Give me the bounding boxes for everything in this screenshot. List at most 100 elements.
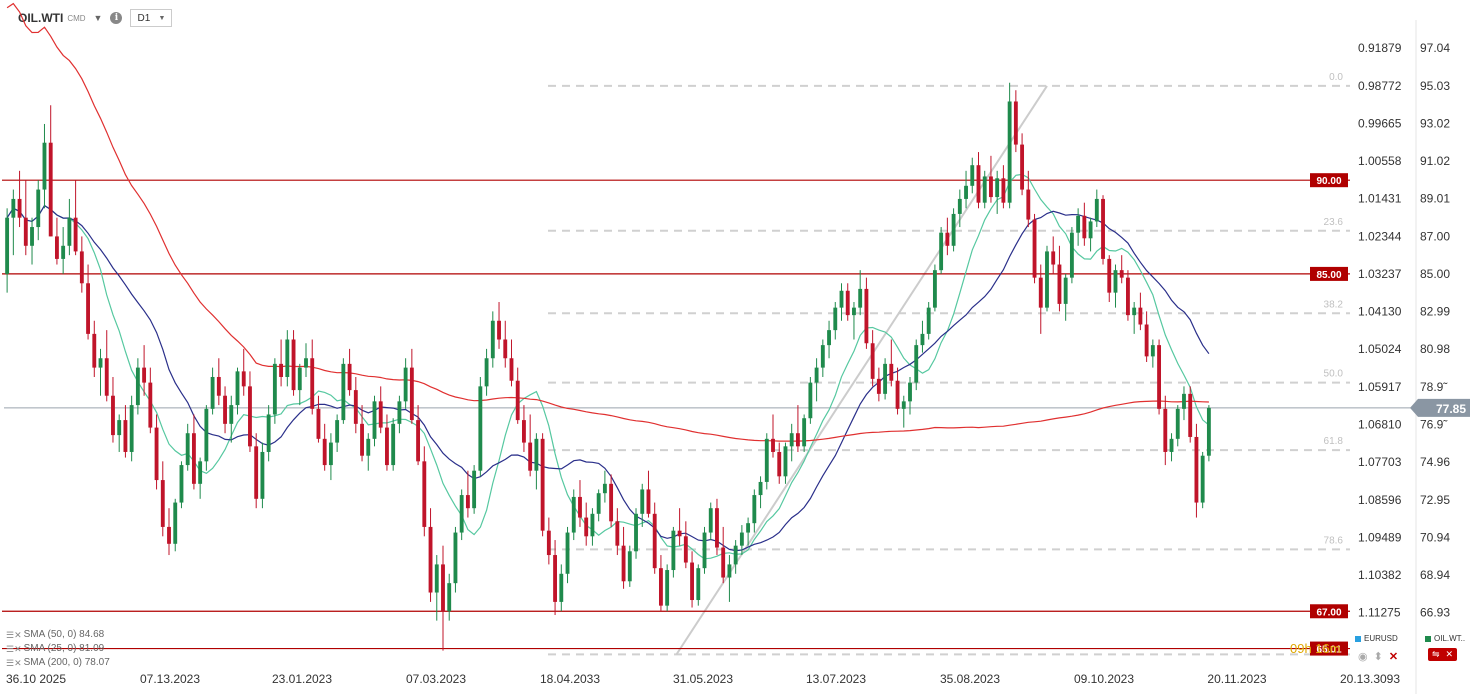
- candle-body: [982, 176, 987, 203]
- candle-body: [1150, 345, 1155, 357]
- legend-sma-200[interactable]: ☰✕ SMA (200, 0) 78.07: [6, 656, 110, 670]
- candle-body: [1144, 324, 1149, 357]
- mini-toolbar[interactable]: ⇋ ✕: [1428, 648, 1458, 661]
- candle-body: [5, 217, 10, 274]
- candle-body: [783, 446, 788, 477]
- secondary-y-tick-label: 1.07703: [1358, 455, 1402, 469]
- candle-timer: 09h 16m: [1290, 641, 1341, 656]
- timeframe-select[interactable]: D1 ▼: [130, 9, 173, 27]
- secondary-y-tick-label: 1.10382: [1358, 568, 1402, 582]
- sort-icon[interactable]: ⬍: [1373, 651, 1383, 663]
- compare-label: OIL.WT..: [1434, 634, 1466, 643]
- candle-body: [1188, 393, 1193, 437]
- candle-body: [939, 232, 944, 271]
- candle-body: [353, 390, 358, 424]
- candle-body: [945, 232, 950, 246]
- settings-icon[interactable]: ☰✕: [6, 630, 22, 640]
- candle-body: [403, 367, 408, 402]
- candle-body: [864, 288, 869, 344]
- candle-body: [503, 339, 508, 359]
- candle-body: [391, 423, 396, 466]
- candle-body: [266, 414, 271, 452]
- y-tick-label: 80.98: [1420, 342, 1450, 356]
- x-tick-label: 31.05.2023: [673, 672, 733, 686]
- candle-body: [602, 483, 607, 494]
- y-tick-label: 70.94: [1420, 530, 1450, 544]
- level-tag-label: 85.00: [1316, 270, 1341, 281]
- candle-body: [509, 358, 514, 381]
- candle-body: [1045, 251, 1049, 308]
- candle-body: [1126, 277, 1130, 316]
- x-tick-label: 20.11.2023: [1207, 672, 1266, 686]
- candle-body: [465, 495, 470, 509]
- fib-level-label: 38.2: [1324, 299, 1344, 310]
- secondary-y-tick-label: 1.02344: [1358, 229, 1402, 243]
- compare-eurusd[interactable]: EURUSD: [1355, 634, 1398, 643]
- candle-body: [160, 480, 165, 527]
- candle-body: [690, 562, 694, 601]
- candle-body: [920, 333, 925, 346]
- candle-body: [665, 570, 670, 606]
- sma-mid-line: [6, 204, 1210, 552]
- candle-body: [204, 408, 209, 462]
- candle-body: [254, 446, 259, 499]
- timeframe-value: D1: [137, 12, 151, 24]
- current-price-label: 77.85: [1436, 402, 1466, 416]
- candle-body: [1038, 277, 1043, 308]
- fib-level-label: 23.6: [1324, 217, 1344, 228]
- candle-body: [441, 564, 445, 612]
- legend-sma-50[interactable]: ☰✕ SMA (50, 0) 84.68: [6, 628, 110, 642]
- close-icon[interactable]: ✕: [1445, 649, 1454, 659]
- candle-body: [154, 427, 159, 481]
- legend-sma-25[interactable]: ☰✕ SMA (25, 0) 81.09: [6, 642, 110, 656]
- secondary-y-tick-label: 0.91879: [1358, 41, 1402, 55]
- settings-icon[interactable]: ☰✕: [6, 644, 22, 654]
- y-tick-label: 66.93: [1420, 606, 1450, 620]
- candle-body: [104, 358, 109, 396]
- secondary-y-tick-label: 1.06810: [1358, 417, 1402, 431]
- symbol-label[interactable]: OIL.WTI: [18, 11, 64, 25]
- candle-body: [1026, 189, 1031, 220]
- legend-label: SMA (25, 0) 81.09: [23, 643, 105, 654]
- candle-body: [932, 270, 937, 308]
- candle-body: [279, 363, 284, 377]
- candle-body: [179, 465, 184, 503]
- candle-body: [609, 483, 614, 522]
- candle-body: [559, 573, 564, 602]
- level-tag-label: 90.00: [1316, 176, 1341, 187]
- candle-body: [1194, 436, 1199, 503]
- candle-body: [142, 367, 147, 383]
- settings-icon[interactable]: ☰✕: [6, 658, 22, 668]
- candle-body: [895, 380, 900, 409]
- candle-body: [416, 420, 421, 462]
- candle-body: [210, 376, 215, 409]
- candle-body: [771, 438, 775, 452]
- candle-body: [347, 363, 352, 391]
- secondary-y-tick-label: 1.05917: [1358, 380, 1402, 394]
- close-icon[interactable]: ✕: [1388, 651, 1399, 663]
- chart-controls: ◉ ⬍ ✕: [1358, 650, 1398, 663]
- tools-icon[interactable]: ⇋: [1432, 649, 1440, 659]
- candle-body: [976, 165, 981, 203]
- candle-body: [241, 371, 246, 387]
- visibility-icon[interactable]: ◉: [1358, 651, 1368, 663]
- y-tick-label: 76.9̃: [1420, 417, 1448, 431]
- candle-body: [67, 217, 72, 246]
- secondary-y-tick-label: 1.08596: [1358, 493, 1402, 507]
- candle-body: [1063, 277, 1068, 304]
- legend-label: SMA (50, 0) 84.68: [23, 629, 105, 640]
- candle-body: [1182, 393, 1186, 409]
- candle-body: [1076, 215, 1081, 233]
- compare-oil[interactable]: OIL.WT..: [1425, 634, 1465, 643]
- level-tag-label: 67.00: [1316, 607, 1341, 618]
- candle-body: [297, 367, 302, 391]
- secondary-y-tick-label: 1.03237: [1358, 267, 1402, 281]
- candle-body: [1101, 198, 1105, 259]
- candle-body: [876, 378, 881, 394]
- info-icon[interactable]: i: [110, 12, 123, 24]
- x-tick-label: 23.01.2023: [272, 672, 332, 686]
- candle-body: [216, 376, 221, 396]
- candle-body: [615, 521, 620, 546]
- chevron-down-icon[interactable]: ▼: [93, 13, 103, 23]
